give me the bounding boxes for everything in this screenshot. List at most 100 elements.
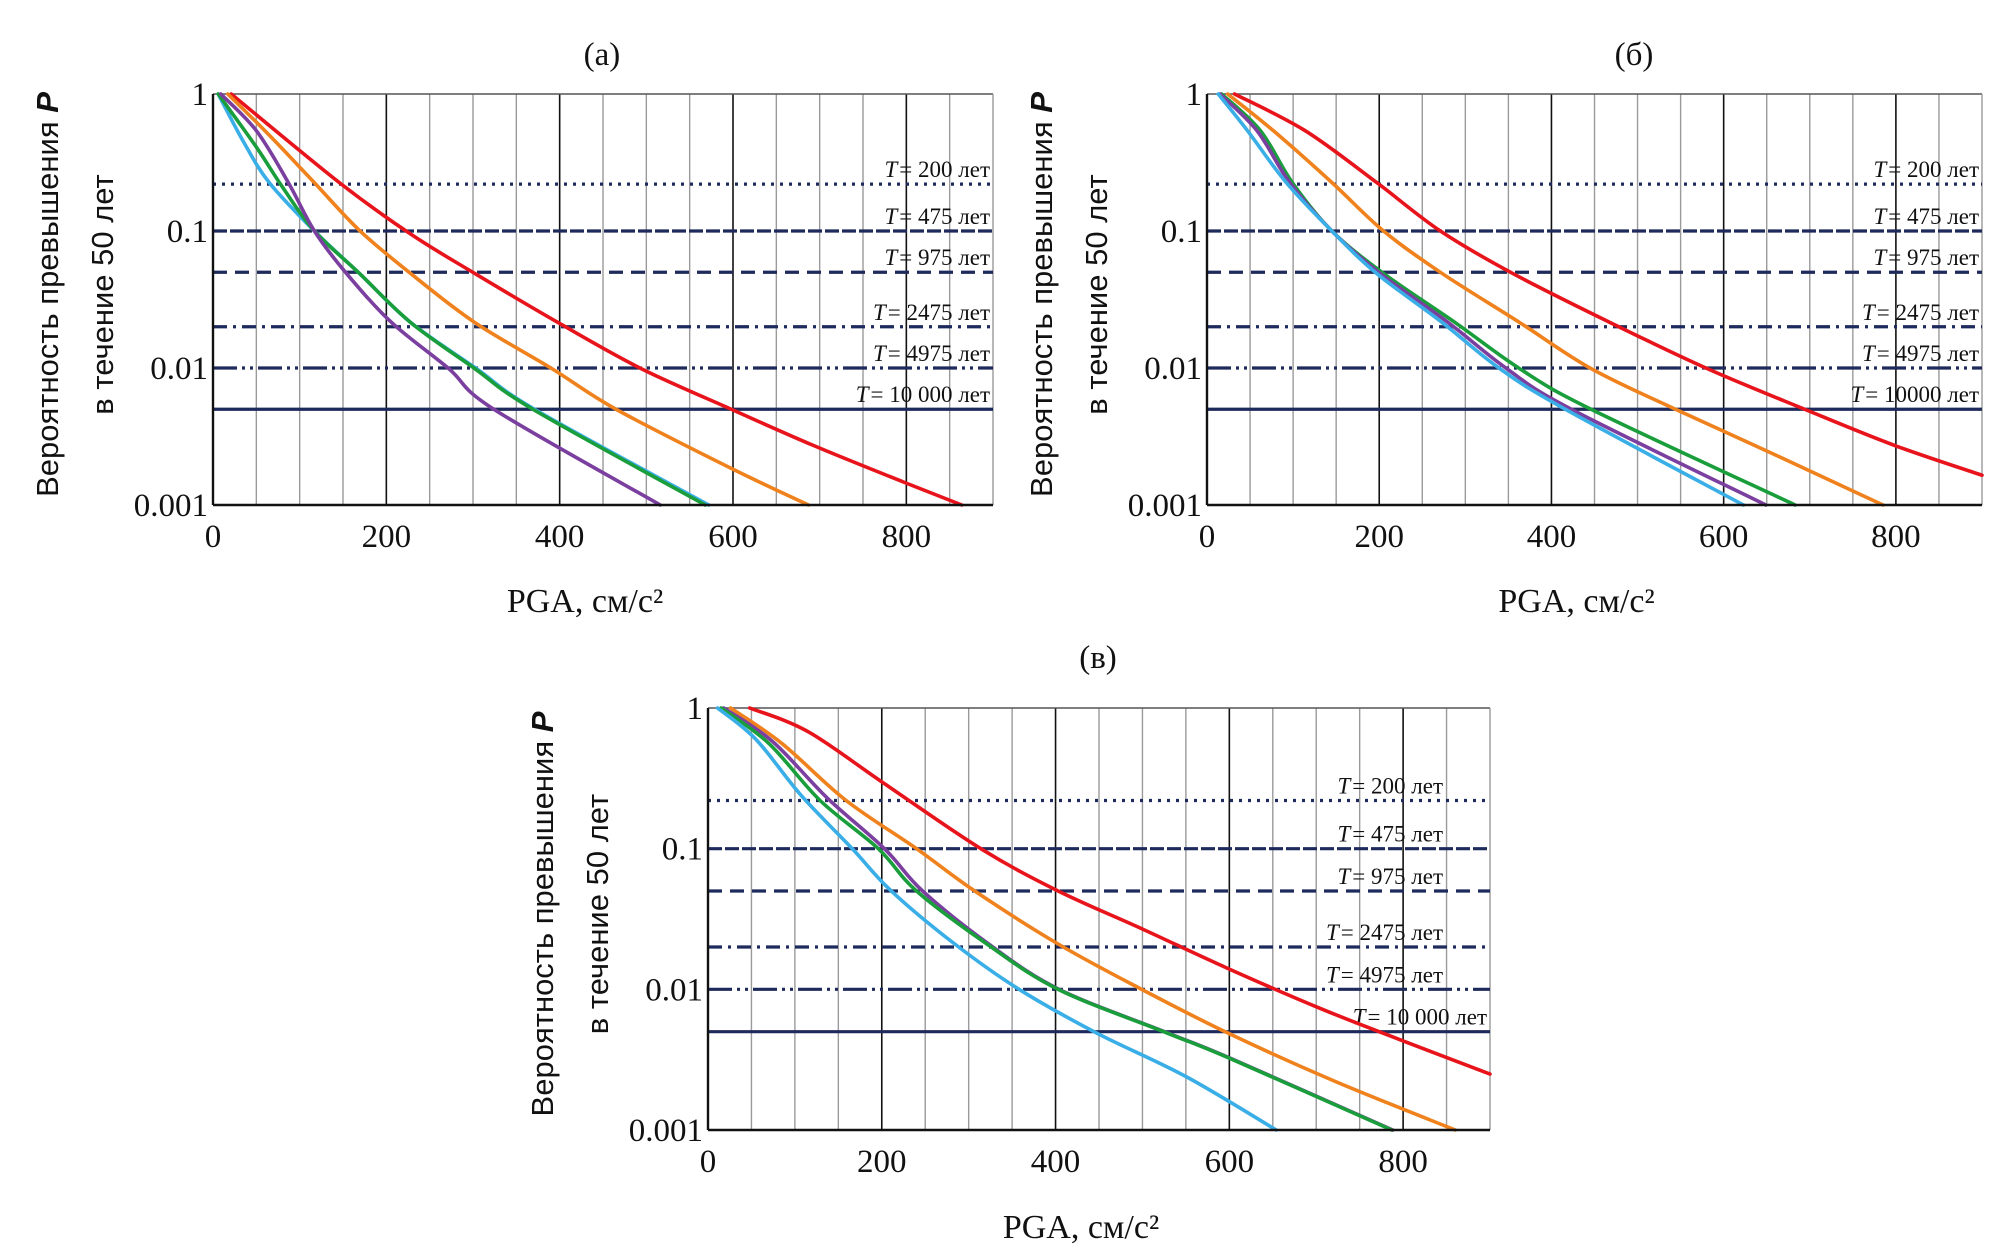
period-symbol: T xyxy=(1873,204,1888,229)
series-curve-4 xyxy=(1216,92,1746,507)
chart-title: (в) xyxy=(1079,640,1117,676)
x-tick-label: 800 xyxy=(882,519,932,555)
period-value: = 975 лет xyxy=(899,245,990,270)
period-value: = 475 лет xyxy=(1888,204,1979,229)
series-curve-1 xyxy=(1225,92,1885,507)
x-tick-label: 0 xyxy=(205,519,222,555)
y-axis-symbol: P xyxy=(1024,92,1059,113)
return-period-label: T= 2475 лет xyxy=(1326,920,1443,945)
period-value: = 10000 лет xyxy=(1865,382,1979,407)
period-symbol: T xyxy=(1862,300,1877,325)
period-value: = 4975 лет xyxy=(888,341,990,366)
y-tick-label: 0.001 xyxy=(1128,488,1202,524)
x-tick-label: 0 xyxy=(1199,519,1216,555)
return-period-label: T= 475 лет xyxy=(1337,822,1443,847)
y-tick-label: 1 xyxy=(1186,77,1203,113)
return-period-label: T= 975 лет xyxy=(1873,245,1979,270)
x-axis-label: PGA, см/с² xyxy=(1498,583,1654,620)
x-tick-label: 0 xyxy=(700,1144,717,1180)
series-curve-2 xyxy=(216,92,711,507)
y-tick-label: 0.01 xyxy=(1144,351,1202,387)
chart-title: (а) xyxy=(584,37,621,73)
period-symbol: T xyxy=(884,204,899,229)
series-curve-4 xyxy=(219,92,662,507)
series-curve-1 xyxy=(728,706,1458,1132)
series-curve-0 xyxy=(229,92,964,507)
chart-title: (б) xyxy=(1615,37,1654,73)
period-symbol: T xyxy=(873,300,888,325)
y-axis-label-line2: в течение 50 лет xyxy=(1079,174,1114,414)
period-symbol: T xyxy=(873,341,888,366)
x-tick-label: 400 xyxy=(1527,519,1577,555)
y-tick-label: 0.01 xyxy=(645,972,703,1008)
y-tick-label: 1 xyxy=(687,691,704,727)
period-value: = 200 лет xyxy=(1888,157,1979,182)
period-symbol: T xyxy=(1873,157,1888,182)
period-symbol: T xyxy=(1326,962,1341,987)
x-tick-label: 200 xyxy=(1354,519,1404,555)
period-value: = 4975 лет xyxy=(1877,341,1979,366)
period-symbol: T xyxy=(884,245,899,270)
y-axis-label-line2: в течение 50 лет xyxy=(580,794,615,1034)
period-value: = 2475 лет xyxy=(888,300,990,325)
return-period-label: T= 10 000 лет xyxy=(1353,1005,1487,1030)
period-value: = 4975 лет xyxy=(1341,962,1443,987)
period-symbol: T xyxy=(856,382,871,407)
return-period-label: T= 200 лет xyxy=(884,157,990,182)
period-value: = 10 000 лет xyxy=(1368,1005,1487,1030)
x-axis-label: PGA, см/с² xyxy=(507,583,663,620)
x-tick-label: 600 xyxy=(1699,519,1749,555)
period-value: = 10 000 лет xyxy=(871,382,990,407)
period-value: = 475 лет xyxy=(1352,822,1443,847)
y-tick-label: 0.01 xyxy=(150,351,208,387)
x-tick-label: 800 xyxy=(1378,1144,1428,1180)
y-axis-symbol: P xyxy=(30,92,65,113)
return-period-label: T= 2475 лет xyxy=(873,300,990,325)
x-tick-label: 200 xyxy=(362,519,412,555)
series-curve-2 xyxy=(721,706,1395,1132)
x-axis-label: PGA, см/с² xyxy=(1003,1209,1159,1246)
period-symbol: T xyxy=(1862,341,1877,366)
period-value: = 200 лет xyxy=(899,157,990,182)
return-period-label: T= 475 лет xyxy=(1873,204,1979,229)
x-tick-label: 600 xyxy=(708,519,758,555)
y-axis-label-text: Вероятность превышения xyxy=(30,113,65,497)
y-tick-label: 0.001 xyxy=(134,488,208,524)
x-tick-label: 600 xyxy=(1205,1144,1255,1180)
period-symbol: T xyxy=(1337,822,1352,847)
x-tick-label: 800 xyxy=(1871,519,1921,555)
y-tick-label: 0.001 xyxy=(629,1113,703,1149)
x-tick-label: 400 xyxy=(1031,1144,1081,1180)
return-period-label: T= 475 лет xyxy=(884,204,990,229)
series-curve-2 xyxy=(1219,92,1797,507)
return-period-label: T= 10 000 лет xyxy=(856,382,990,407)
series-curve-4 xyxy=(715,706,1279,1132)
y-tick-label: 0.1 xyxy=(662,832,703,868)
series-curve-0 xyxy=(747,706,1492,1076)
y-axis-label-line2: в течение 50 лет xyxy=(85,174,120,414)
period-value: = 475 лет xyxy=(899,204,990,229)
period-value: = 975 лет xyxy=(1352,864,1443,889)
x-tick-label: 200 xyxy=(857,1144,907,1180)
x-tick-label: 400 xyxy=(535,519,585,555)
period-value: = 2475 лет xyxy=(1877,300,1979,325)
y-axis-label: Вероятность превышения P xyxy=(30,92,65,497)
return-period-label: T= 975 лет xyxy=(884,245,990,270)
period-value: = 200 лет xyxy=(1352,773,1443,798)
period-symbol: T xyxy=(884,157,899,182)
return-period-label: T= 975 лет xyxy=(1337,864,1443,889)
y-axis-symbol: P xyxy=(525,711,560,732)
period-symbol: T xyxy=(1337,773,1352,798)
y-axis-label-text: Вероятность превышения xyxy=(1024,113,1059,497)
return-period-label: T= 2475 лет xyxy=(1862,300,1979,325)
return-period-label: T= 4975 лет xyxy=(1862,341,1979,366)
y-tick-label: 1 xyxy=(192,77,209,113)
y-tick-label: 0.1 xyxy=(1161,214,1202,250)
period-symbol: T xyxy=(1337,864,1352,889)
period-symbol: T xyxy=(1873,245,1888,270)
return-period-label: T= 10000 лет xyxy=(1850,382,1979,407)
